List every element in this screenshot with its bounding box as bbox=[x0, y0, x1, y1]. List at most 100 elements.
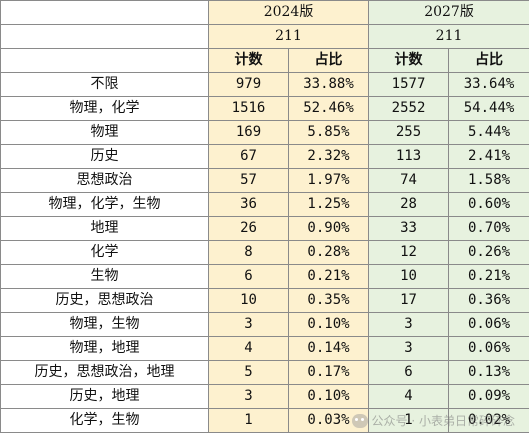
tier-2024-header: 211 bbox=[207, 24, 370, 49]
count-2027-cell: 255 bbox=[368, 120, 450, 145]
share-2024-cell: 0.03% bbox=[287, 408, 370, 433]
count-2027-cell: 3 bbox=[368, 336, 450, 361]
share-2024-cell: 52.46% bbox=[287, 96, 370, 121]
table-row: 历史 67 2.32% 113 2.41% bbox=[0, 144, 529, 169]
table-row: 不限 979 33.88% 1577 33.64% bbox=[0, 72, 529, 97]
share-2027-cell: 0.60% bbox=[448, 192, 529, 217]
row-label: 历史，思想政治 bbox=[0, 288, 209, 313]
share-2024-cell: 1.25% bbox=[287, 192, 370, 217]
count-2024-cell: 36 bbox=[208, 192, 289, 217]
row-label: 物理，地理 bbox=[0, 336, 209, 361]
count-2024-cell: 67 bbox=[208, 144, 289, 169]
count-2024-cell: 1516 bbox=[208, 96, 289, 121]
share-2024-cell: 0.10% bbox=[287, 312, 370, 337]
count-2027-cell: 12 bbox=[368, 240, 450, 265]
count-2024-cell: 3 bbox=[208, 384, 289, 409]
count-2024-cell: 4 bbox=[208, 336, 289, 361]
table-row: 物理，化学 1516 52.46% 2552 54.44% bbox=[0, 96, 529, 121]
edition-2027-header: 2027版 bbox=[368, 0, 529, 25]
count-2027-cell: 4 bbox=[368, 384, 450, 409]
count-2027-cell: 33 bbox=[368, 216, 450, 241]
share-2024-cell: 0.17% bbox=[287, 360, 370, 385]
count-2027-cell: 28 bbox=[368, 192, 450, 217]
table-row: 物理，生物 3 0.10% 3 0.06% bbox=[0, 312, 529, 337]
share-2027-cell: 0.06% bbox=[448, 312, 529, 337]
share-2027-header: 占比 bbox=[448, 48, 529, 73]
count-2024-cell: 979 bbox=[208, 72, 289, 97]
share-2027-cell: 5.44% bbox=[448, 120, 529, 145]
share-2027-cell: 0.06% bbox=[448, 336, 529, 361]
count-2027-cell: 6 bbox=[368, 360, 450, 385]
corner-cell bbox=[0, 48, 209, 73]
share-2024-cell: 0.14% bbox=[287, 336, 370, 361]
header-row-edition: 2024版 2027版 bbox=[0, 0, 529, 25]
corner-cell bbox=[0, 24, 209, 49]
share-2027-cell: 0.70% bbox=[448, 216, 529, 241]
count-2024-cell: 8 bbox=[208, 240, 289, 265]
count-2027-cell: 10 bbox=[368, 264, 450, 289]
row-label: 历史，地理 bbox=[0, 384, 209, 409]
share-2024-cell: 2.32% bbox=[287, 144, 370, 169]
count-2027-cell: 74 bbox=[368, 168, 450, 193]
row-label: 不限 bbox=[0, 72, 209, 97]
table-row: 历史，地理 3 0.10% 4 0.09% bbox=[0, 384, 529, 409]
share-2027-cell: 1.58% bbox=[448, 168, 529, 193]
share-2027-cell: 2.41% bbox=[448, 144, 529, 169]
row-label: 地理 bbox=[0, 216, 209, 241]
row-label: 历史 bbox=[0, 144, 209, 169]
share-2024-cell: 1.97% bbox=[287, 168, 370, 193]
share-2024-cell: 0.35% bbox=[287, 288, 370, 313]
count-2024-cell: 26 bbox=[208, 216, 289, 241]
header-row-metrics: 计数 占比 计数 占比 bbox=[0, 48, 529, 73]
header-row-tier: 211 211 bbox=[0, 24, 529, 49]
row-label: 物理 bbox=[0, 120, 209, 145]
count-2027-cell: 1577 bbox=[368, 72, 450, 97]
table-row: 化学 8 0.28% 12 0.26% bbox=[0, 240, 529, 265]
table-row: 生物 6 0.21% 10 0.21% bbox=[0, 264, 529, 289]
share-2027-cell: 0.02% bbox=[448, 408, 529, 433]
share-2024-cell: 0.28% bbox=[287, 240, 370, 265]
count-2024-cell: 6 bbox=[208, 264, 289, 289]
row-label: 生物 bbox=[0, 264, 209, 289]
share-2027-cell: 0.09% bbox=[448, 384, 529, 409]
count-2027-cell: 17 bbox=[368, 288, 450, 313]
count-2027-cell: 2552 bbox=[368, 96, 450, 121]
table-row: 物理，化学，生物 36 1.25% 28 0.60% bbox=[0, 192, 529, 217]
share-2027-cell: 0.13% bbox=[448, 360, 529, 385]
count-2024-cell: 57 bbox=[208, 168, 289, 193]
share-2024-cell: 5.85% bbox=[287, 120, 370, 145]
row-label: 思想政治 bbox=[0, 168, 209, 193]
tier-2027-header: 211 bbox=[368, 24, 529, 49]
row-label: 物理，化学，生物 bbox=[0, 192, 209, 217]
share-2027-cell: 33.64% bbox=[448, 72, 529, 97]
row-label: 物理，化学 bbox=[0, 96, 209, 121]
row-label: 化学 bbox=[0, 240, 209, 265]
count-2024-cell: 5 bbox=[208, 360, 289, 385]
row-label: 历史，思想政治，地理 bbox=[0, 360, 209, 385]
count-2024-cell: 10 bbox=[208, 288, 289, 313]
table-row: 物理，地理 4 0.14% 3 0.06% bbox=[0, 336, 529, 361]
count-2024-cell: 1 bbox=[208, 408, 289, 433]
share-2027-cell: 0.26% bbox=[448, 240, 529, 265]
table-row: 化学，生物 1 0.03% 1 0.02% bbox=[0, 408, 529, 433]
table-row: 物理 169 5.85% 255 5.44% bbox=[0, 120, 529, 145]
share-2027-cell: 54.44% bbox=[448, 96, 529, 121]
table-row: 思想政治 57 1.97% 74 1.58% bbox=[0, 168, 529, 193]
row-label: 物理，生物 bbox=[0, 312, 209, 337]
share-2027-cell: 0.21% bbox=[448, 264, 529, 289]
table-row: 地理 26 0.90% 33 0.70% bbox=[0, 216, 529, 241]
count-2027-cell: 3 bbox=[368, 312, 450, 337]
share-2024-cell: 0.10% bbox=[287, 384, 370, 409]
share-2024-cell: 0.90% bbox=[287, 216, 370, 241]
count-2027-cell: 113 bbox=[368, 144, 450, 169]
edition-2024-header: 2024版 bbox=[207, 0, 370, 25]
count-2027-header: 计数 bbox=[368, 48, 450, 73]
count-2024-cell: 3 bbox=[208, 312, 289, 337]
count-2024-cell: 169 bbox=[208, 120, 289, 145]
share-2027-cell: 0.36% bbox=[448, 288, 529, 313]
share-2024-header: 占比 bbox=[287, 48, 370, 73]
corner-cell bbox=[0, 0, 209, 25]
table-row: 历史，思想政治，地理 5 0.17% 6 0.13% bbox=[0, 360, 529, 385]
row-label: 化学，生物 bbox=[0, 408, 209, 433]
